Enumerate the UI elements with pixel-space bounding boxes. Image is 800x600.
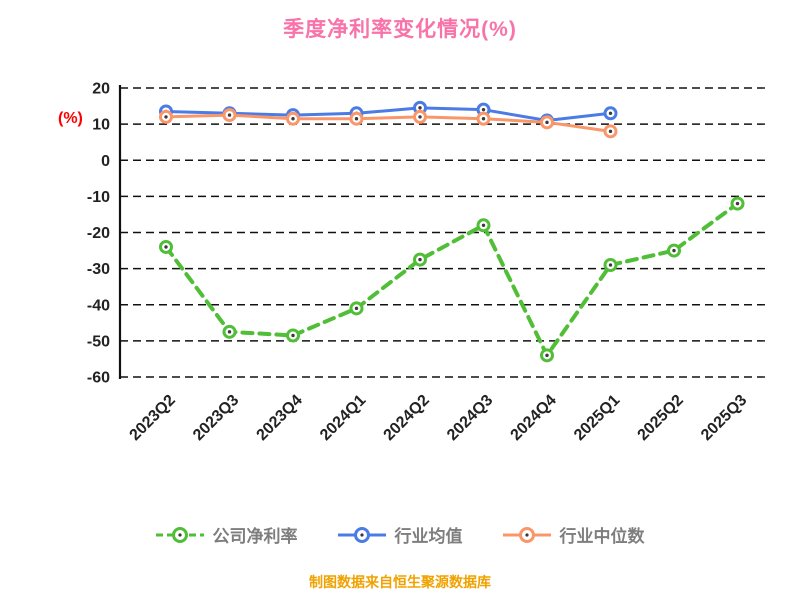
x-tick-label: 2024Q4 <box>508 392 560 444</box>
data-point-center-dot <box>608 263 613 267</box>
y-tick-label: -30 <box>87 261 110 278</box>
data-point-center-dot <box>481 223 486 227</box>
legend-label: 行业中位数 <box>559 527 645 546</box>
data-point-center-dot <box>608 129 613 134</box>
x-tick-label: 2023Q2 <box>127 392 179 444</box>
data-point-center-dot <box>481 107 486 112</box>
chart-title: 季度净利率变化情况(%) <box>283 18 517 41</box>
data-point-center-dot <box>291 117 295 121</box>
y-tick-label: -40 <box>87 297 110 314</box>
x-tick-label: 2025Q3 <box>698 392 750 444</box>
legend-item: 行业均值 <box>337 522 463 547</box>
x-tick-label: 2025Q2 <box>635 392 687 444</box>
data-point-center-dot <box>545 120 549 125</box>
data-point-center-dot <box>164 245 168 249</box>
x-tick-label: 2023Q3 <box>190 392 242 444</box>
data-point-center-dot <box>418 115 422 119</box>
data-point-center-dot <box>227 330 232 334</box>
y-tick-label: -20 <box>87 225 110 242</box>
y-axis-label: (%) <box>58 110 83 127</box>
y-tick-label: 0 <box>101 153 110 170</box>
series-line <box>164 106 612 123</box>
y-tick-label: -60 <box>87 370 110 387</box>
data-point-center-dot <box>418 257 422 262</box>
legend-item: 行业中位数 <box>502 522 645 547</box>
data-point-center-dot <box>481 117 486 121</box>
x-tick-label: 2024Q2 <box>381 392 433 444</box>
y-tick-label: 10 <box>92 117 110 134</box>
y-tick-label: -10 <box>87 189 110 206</box>
data-source-note: 制图数据来自恒生聚源数据库 <box>309 574 491 590</box>
x-tick-label: 2023Q4 <box>254 392 306 444</box>
legend-item: 公司净利率 <box>155 522 298 547</box>
data-point-center-dot <box>354 306 359 311</box>
series-line <box>164 201 740 358</box>
legend: 公司净利率 行业均值 行业中位数 <box>0 522 800 547</box>
data-point-center-dot <box>164 115 168 119</box>
series-line <box>164 113 612 133</box>
data-point-center-dot <box>735 201 740 206</box>
data-point-center-dot <box>227 113 232 117</box>
data-point-center-dot <box>608 111 613 115</box>
x-tick-label: 2025Q1 <box>571 392 623 444</box>
y-tick-label: 20 <box>92 81 110 98</box>
legend-marker-icon <box>337 526 386 543</box>
data-point-center-dot <box>291 333 295 338</box>
legend-label: 公司净利率 <box>212 527 298 546</box>
legend-marker-icon <box>502 526 551 543</box>
x-tick-label: 2024Q3 <box>444 392 496 444</box>
legend-label: 行业均值 <box>394 527 463 546</box>
x-tick-label: 2024Q1 <box>317 392 369 444</box>
data-point-center-dot <box>418 106 422 110</box>
data-point-center-dot <box>545 353 549 358</box>
data-point-center-dot <box>354 117 359 121</box>
y-tick-label: -50 <box>87 333 110 350</box>
legend-marker-icon <box>155 526 204 543</box>
data-point-center-dot <box>672 248 676 253</box>
